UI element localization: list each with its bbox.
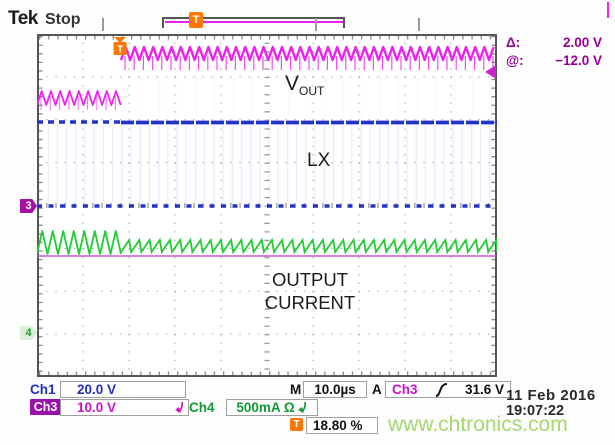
trigger-position-value: 18.80 % [313,418,363,433]
record-view-line [165,21,343,23]
timebase-value: 10.0µs [314,382,356,397]
trigger-box: Ch3 31.6 V [385,381,511,398]
vout-label-main: V [285,72,300,95]
ch4-bandwidth-icon [297,401,306,413]
delta-value: 2.00 V [562,35,602,50]
lx-label: LX [307,150,331,171]
ch3-scale: 10.0 V [77,400,117,415]
trigger-position-icon: T [290,418,303,431]
capture-time: 19:07:22 [506,403,565,419]
vout-post [119,45,495,62]
channel4-ground-marker: 4 [20,326,37,340]
ch1-scale: 20.0 V [77,382,117,397]
record-view-tick [418,18,420,31]
lx-switch-haze [38,125,491,203]
at-label: @: [506,53,524,68]
screen-corner-tick [607,2,609,18]
channel3-ground-marker: 3 [20,199,37,213]
ch4-scale-box: 500mA Ω [226,399,318,416]
ch1-scale-box: 20.0 V [60,381,186,398]
iout-post [120,237,497,255]
record-view-tick [315,18,317,31]
ch4-scale: 500mA Ω [236,400,295,415]
output-current-line2: CURRENT [264,292,356,313]
output-current-line1: OUTPUT [271,269,349,290]
record-view-window-bracket [162,17,345,28]
ch3-label-chip: Ch3 [30,399,61,415]
trigger-a-label: A [372,382,382,397]
cursor-readout: Δ: 2.00 V @: −12.0 V [506,34,602,70]
vout-post-spikes [124,56,494,70]
delta-label: Δ: [506,35,521,50]
output-current-label: OUTPUT CURRENT [240,268,380,314]
trigger-source: Ch3 [392,382,418,397]
ch1-label: Ch1 [30,382,56,397]
watermark: www.chtronics.com [388,413,568,436]
record-view-tick [102,18,104,31]
trigger-position-box: 18.80 % [306,417,378,434]
iout-pre [37,230,122,255]
capture-date: 11 Feb 2016 [506,387,596,404]
vout-pre-spikes [40,96,116,110]
timebase-m-label: M [290,382,302,397]
ch3-scale-box: 10.0 V [60,399,189,416]
vout-pre [37,90,122,106]
waveform-traces [37,45,497,257]
record-view-trigger-icon: T [189,12,203,28]
vout-haze [122,64,492,206]
trigger-t-glyph: T [117,45,123,56]
vout-label: VOUT [285,72,324,98]
ch3-bandwidth-icon [175,401,183,413]
acquisition-state: Stop [45,11,81,28]
timebase-box: 10.0µs [303,381,367,398]
trigger-position-marker-icon: T [113,37,127,56]
at-value: −12.0 V [555,53,602,68]
waveform-display: T [37,34,497,377]
vout-label-sub: OUT [299,84,325,99]
rising-edge-icon [435,382,447,397]
ch4-label: Ch4 [189,400,215,415]
trigger-level: 31.6 V [464,382,504,397]
trigger-level-arrow-icon [485,65,496,79]
tek-logo: Tek [8,8,38,29]
